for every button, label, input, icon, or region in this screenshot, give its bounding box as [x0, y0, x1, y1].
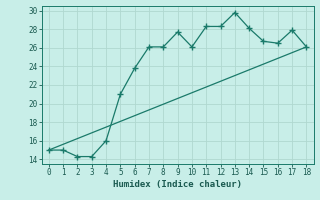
X-axis label: Humidex (Indice chaleur): Humidex (Indice chaleur)	[113, 180, 242, 189]
